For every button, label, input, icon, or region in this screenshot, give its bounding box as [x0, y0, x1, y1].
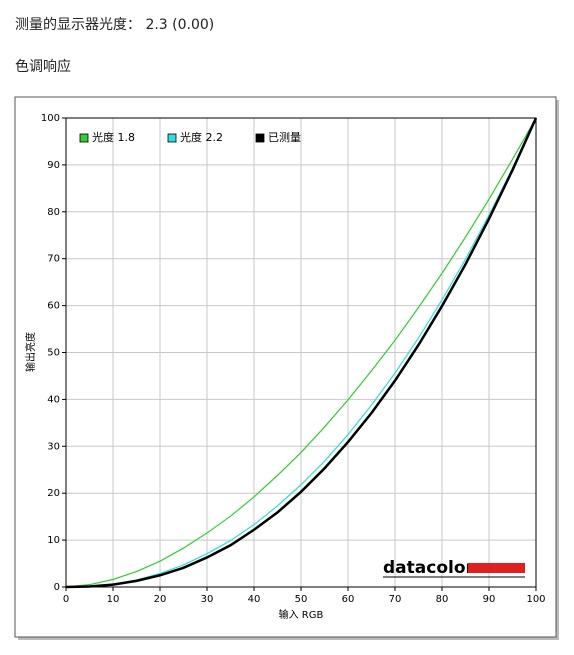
x-tick-label: 20 — [154, 594, 167, 605]
y-tick-label: 0 — [54, 582, 60, 593]
watermark: datacolor — [383, 558, 475, 578]
legend-label: 光度 1.8 — [92, 130, 135, 144]
legend-label: 光度 2.2 — [180, 130, 223, 144]
x-tick-label: 90 — [483, 594, 496, 605]
legend-swatch — [167, 133, 177, 143]
x-tick-label: 0 — [63, 594, 69, 605]
y-tick-label: 10 — [47, 535, 60, 546]
legend-label: 已测量 — [268, 131, 301, 144]
x-tick-label: 50 — [295, 594, 308, 605]
x-tick-label: 10 — [107, 594, 120, 605]
y-tick-label: 80 — [47, 207, 60, 218]
grid — [65, 117, 537, 588]
x-tick-label: 100 — [526, 594, 545, 605]
x-tick-label: 60 — [342, 594, 355, 605]
y-tick-label: 70 — [47, 254, 60, 265]
y-tick-label: 50 — [47, 348, 60, 359]
y-tick-label: 90 — [47, 160, 60, 171]
legend-swatch — [79, 133, 89, 143]
x-tick-label: 70 — [389, 594, 402, 605]
header-title: 测量的显示器光度： 2.3 (0.00) — [15, 17, 215, 33]
x-tick-label: 80 — [436, 594, 449, 605]
x-tick-label: 40 — [248, 594, 261, 605]
legend-swatch — [255, 133, 265, 143]
watermark-bar — [468, 563, 525, 573]
series-line — [65, 117, 537, 588]
y-tick-label: 100 — [41, 113, 60, 124]
x-tick-label: 30 — [201, 594, 214, 605]
frame — [14, 96, 557, 638]
y-tick-label: 60 — [47, 301, 60, 312]
y-tick-label: 30 — [47, 441, 60, 452]
series-line — [65, 117, 538, 589]
x-axis-label: 输入 RGB — [279, 608, 324, 621]
y-tick-label: 20 — [47, 488, 60, 499]
y-tick-label: 40 — [47, 394, 60, 405]
y-axis-label: 输出亮度 — [24, 332, 37, 372]
section-title: 色调响应 — [15, 59, 71, 75]
